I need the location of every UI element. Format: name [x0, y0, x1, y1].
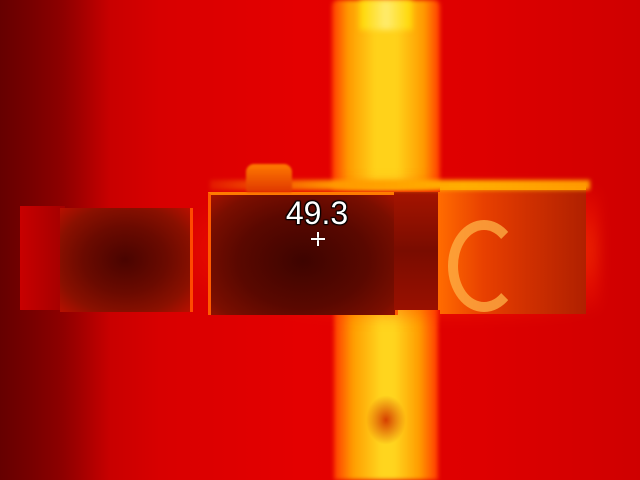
block-spacer: [394, 192, 441, 310]
cold-block-left: [60, 208, 193, 312]
block-top-nub: [246, 164, 292, 192]
crosshair-icon: [311, 232, 325, 246]
block-assembly-left-edge: [20, 206, 65, 310]
block-top-rim: [210, 180, 590, 190]
spot-temperature-readout: 49.3: [285, 195, 349, 231]
rod-lower-cool-spot: [366, 395, 406, 445]
warm-block-ring-marking: [448, 220, 520, 312]
hot-vertical-rod-upper: [332, 0, 440, 190]
hot-rod-top-glow: [360, 0, 412, 30]
hot-vertical-rod-lower: [334, 300, 438, 480]
